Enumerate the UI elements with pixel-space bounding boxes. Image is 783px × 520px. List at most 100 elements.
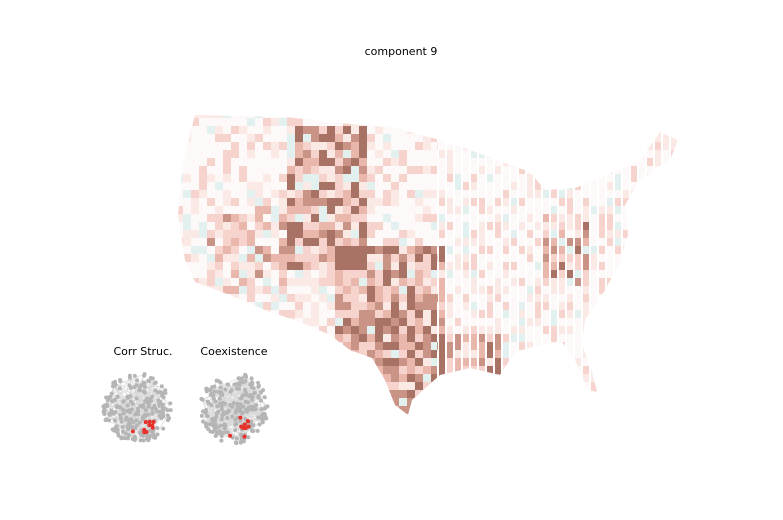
county — [567, 158, 573, 166]
network-node — [236, 376, 241, 381]
county — [335, 358, 350, 366]
county — [551, 174, 557, 182]
county — [567, 390, 573, 398]
county — [543, 238, 549, 246]
county — [623, 166, 629, 174]
county — [671, 150, 677, 158]
network-edge — [220, 382, 231, 392]
county — [567, 238, 573, 246]
county — [343, 222, 358, 230]
county — [343, 190, 355, 198]
county — [207, 246, 217, 254]
county — [455, 278, 461, 286]
county — [351, 334, 365, 342]
county — [423, 115, 434, 118]
county — [439, 150, 445, 158]
county — [631, 326, 637, 334]
county — [559, 294, 565, 302]
county — [415, 294, 425, 302]
county — [335, 238, 350, 246]
county — [335, 150, 343, 158]
county — [463, 214, 469, 222]
county — [495, 366, 501, 374]
county — [527, 222, 533, 230]
county — [471, 214, 477, 222]
county — [471, 166, 477, 174]
county — [567, 246, 573, 254]
county — [575, 278, 581, 286]
county — [439, 390, 445, 398]
county — [559, 398, 565, 406]
county — [279, 350, 293, 358]
county — [178, 302, 187, 310]
county — [231, 142, 240, 150]
county — [367, 390, 381, 398]
county — [519, 414, 525, 415]
county — [407, 214, 421, 222]
county — [199, 294, 211, 302]
county — [391, 118, 401, 126]
network-node — [119, 419, 124, 424]
county — [671, 366, 677, 374]
network-node — [120, 436, 125, 441]
county — [591, 115, 597, 118]
county — [583, 414, 589, 415]
county — [279, 406, 288, 414]
county — [479, 246, 485, 254]
county — [351, 414, 365, 415]
county — [383, 414, 393, 415]
county — [663, 214, 669, 222]
network-node — [148, 434, 153, 439]
county — [383, 334, 397, 342]
county — [279, 198, 290, 206]
county — [407, 174, 422, 182]
county — [327, 198, 339, 206]
county — [287, 270, 298, 278]
county — [599, 222, 605, 230]
county — [223, 150, 232, 158]
county — [423, 182, 436, 190]
county — [463, 366, 469, 374]
county — [311, 190, 319, 198]
county — [527, 294, 533, 302]
county — [239, 126, 251, 134]
county — [279, 238, 288, 246]
county — [343, 150, 355, 158]
county — [178, 150, 185, 158]
county — [287, 230, 296, 238]
county — [487, 318, 493, 326]
county — [607, 238, 613, 246]
county — [487, 302, 493, 310]
county — [391, 222, 403, 230]
network-edge — [108, 401, 161, 421]
county — [231, 278, 246, 286]
county — [623, 270, 629, 278]
county — [519, 182, 525, 190]
county — [351, 286, 366, 294]
county — [247, 166, 260, 174]
county — [231, 254, 246, 262]
county — [367, 294, 377, 302]
county — [495, 134, 501, 142]
county — [343, 286, 355, 294]
network-node — [241, 380, 246, 385]
county — [591, 126, 597, 134]
county — [671, 222, 677, 230]
county — [239, 254, 248, 262]
county — [399, 342, 408, 350]
network-node — [109, 391, 114, 396]
county — [207, 150, 222, 158]
county — [487, 358, 493, 366]
county — [207, 118, 220, 126]
county — [607, 262, 613, 270]
county — [295, 302, 307, 310]
county — [455, 115, 461, 118]
county — [503, 182, 509, 190]
county — [311, 342, 320, 350]
county — [303, 310, 312, 318]
county — [463, 206, 469, 214]
county — [311, 302, 322, 310]
county — [303, 198, 318, 206]
county — [391, 318, 400, 326]
county — [527, 206, 533, 214]
